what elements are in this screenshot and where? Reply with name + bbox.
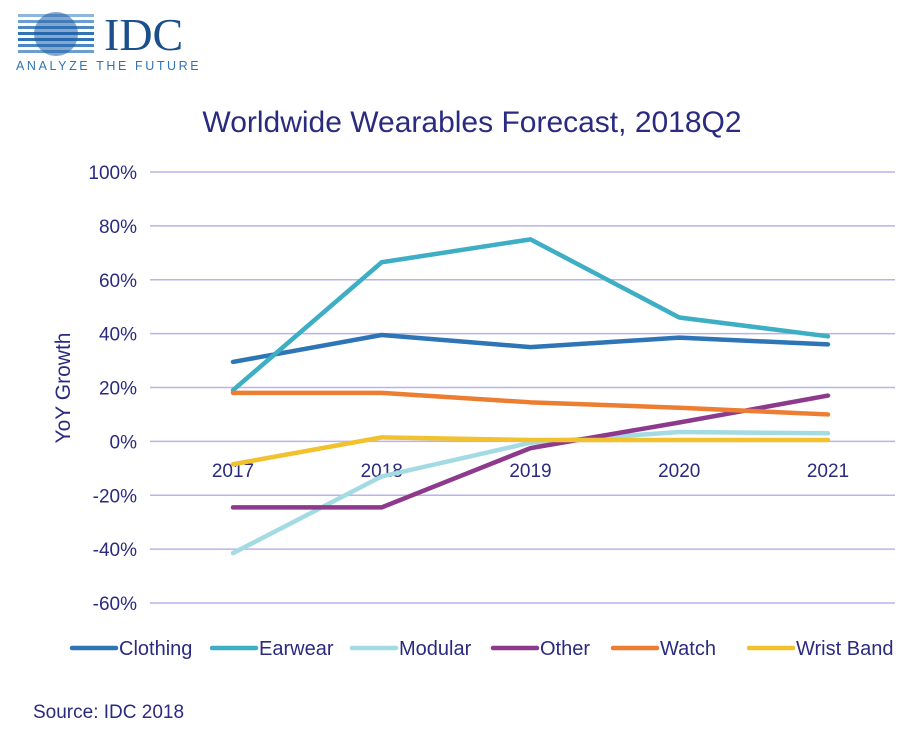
idc-logo: IDC ANALYZE THE FUTURE — [16, 9, 201, 73]
x-tick-label: 2021 — [807, 461, 849, 482]
series-line-clothing — [230, 332, 831, 365]
x-tick-label: 2017 — [212, 461, 254, 482]
y-axis-ticks: 100% 80% 60% 40% 20% 0% -20% -40% -60% — [88, 163, 137, 615]
logo-tagline: ANALYZE THE FUTURE — [16, 59, 201, 73]
y-tick-label: 100% — [88, 163, 137, 184]
legend-item: Watch — [610, 638, 716, 660]
legend-item: Earwear — [209, 638, 334, 660]
x-tick-label: 2019 — [509, 461, 551, 482]
series-line-other — [230, 393, 831, 510]
gridlines — [150, 171, 895, 604]
y-tick-label: 0% — [110, 432, 138, 453]
series-line-wrist-band — [230, 435, 831, 467]
logo-brand: IDC — [104, 9, 183, 60]
legend-item: Modular — [349, 638, 472, 660]
legend-label: Watch — [660, 638, 716, 660]
y-tick-label: -60% — [93, 594, 137, 615]
series-line-earwear — [230, 237, 831, 393]
legend: Clothing Earwear Modular Other Watch Wrist Ba… — [69, 638, 893, 660]
legend-label: Modular — [399, 638, 472, 660]
legend-label: Wrist Band — [796, 638, 893, 660]
legend-item: Other — [490, 638, 590, 660]
legend-item: Wrist Band — [746, 638, 893, 660]
y-tick-label: -40% — [93, 540, 137, 561]
y-tick-label: -20% — [93, 486, 137, 507]
source-note: Source: IDC 2018 — [33, 702, 184, 723]
chart-title: Worldwide Wearables Forecast, 2018Q2 — [202, 106, 741, 139]
y-tick-label: 40% — [99, 325, 137, 346]
x-axis-ticks: 2017 2018 2019 2020 2021 — [212, 461, 849, 482]
legend-item: Clothing — [69, 638, 192, 660]
legend-label: Other — [540, 638, 590, 660]
globe-icon — [18, 12, 94, 56]
x-tick-label: 2018 — [361, 461, 403, 482]
series-line-watch — [230, 390, 831, 417]
y-tick-label: 20% — [99, 379, 137, 400]
y-tick-label: 60% — [99, 271, 137, 292]
series-lines — [230, 237, 831, 556]
y-axis-label: YoY Growth — [52, 333, 75, 444]
y-tick-label: 80% — [99, 217, 137, 238]
legend-label: Clothing — [119, 638, 192, 660]
series-line-modular — [230, 429, 831, 556]
legend-label: Earwear — [259, 638, 334, 660]
x-tick-label: 2020 — [658, 461, 700, 482]
